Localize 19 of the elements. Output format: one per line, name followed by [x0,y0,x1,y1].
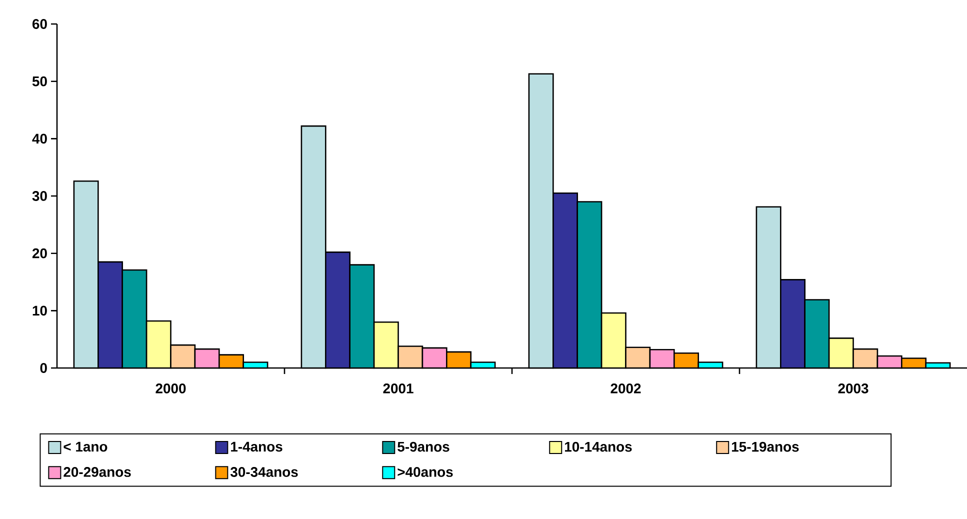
legend-label: 1-4anos [231,442,282,452]
x-tick-label: 2002 [610,384,641,394]
y-tick-label: 30 [32,191,47,201]
legend-label: >40anos [398,467,453,477]
x-tick-label: 2001 [383,384,414,394]
legend-label: < 1ano [64,442,108,452]
y-tick-label: 60 [32,19,47,29]
legend-label: 20-29anos [64,467,131,477]
y-tick-label: 50 [32,76,47,86]
x-tick-label: 2003 [838,384,868,394]
y-tick-label: 20 [32,248,47,258]
y-tick-label: 0 [40,363,47,373]
y-tick-label: 40 [32,134,47,144]
y-tick-label: 10 [32,306,47,316]
x-tick-label: 2000 [156,384,186,394]
legend-label: 15-19anos [732,442,799,452]
legend-label: 10-14anos [564,442,632,452]
legend-label: 30-34anos [230,467,298,477]
legend-label: 5-9anos [398,442,450,452]
